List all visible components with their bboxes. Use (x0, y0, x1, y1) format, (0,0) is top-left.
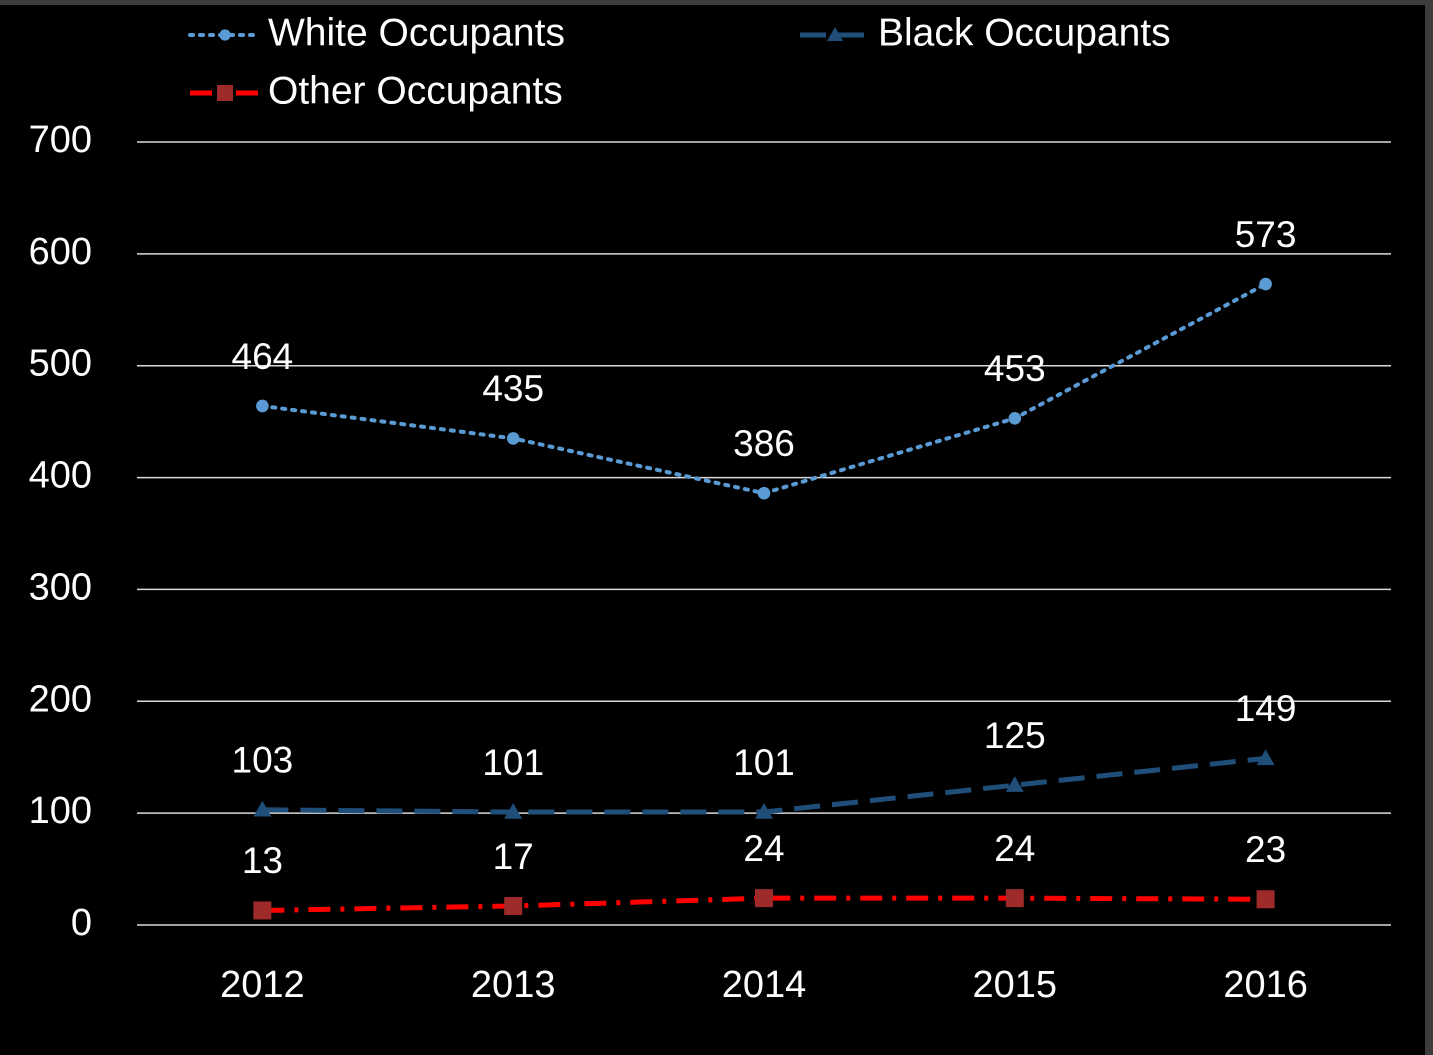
x-tick-label: 2015 (973, 964, 1058, 1006)
legend-label: Other Occupants (268, 69, 563, 112)
data-label: 103 (232, 740, 294, 781)
marker (1008, 411, 1022, 425)
data-label: 13 (242, 840, 283, 881)
y-tick-label: 700 (29, 119, 92, 161)
marker (755, 889, 773, 908)
legend-label: White Occupants (268, 11, 565, 54)
data-label: 101 (482, 742, 544, 783)
marker (1256, 749, 1275, 766)
chart-background (0, 5, 1425, 1055)
legend-marker (217, 85, 233, 101)
marker (253, 901, 272, 920)
marker (757, 486, 771, 500)
y-tick-label: 300 (29, 566, 92, 608)
y-tick-label: 0 (71, 902, 92, 944)
data-label: 101 (733, 742, 795, 783)
data-label: 149 (1235, 688, 1297, 729)
x-tick-label: 2013 (471, 964, 556, 1006)
y-tick-label: 200 (29, 678, 92, 720)
marker (1259, 277, 1272, 291)
y-tick-label: 500 (29, 343, 92, 385)
series-line (262, 895, 1266, 913)
marker (1005, 889, 1024, 908)
data-label: 23 (1245, 829, 1286, 870)
data-label: 17 (493, 836, 534, 877)
data-label: 125 (984, 715, 1046, 756)
x-tick-label: 2016 (1223, 964, 1308, 1006)
data-label: 435 (482, 368, 544, 409)
x-tick-label: 2012 (220, 964, 305, 1006)
legend-marker (827, 27, 843, 41)
marker (1256, 890, 1275, 909)
data-label: 464 (232, 336, 294, 377)
data-label: 24 (743, 828, 784, 869)
y-tick-label: 100 (29, 790, 92, 832)
marker (253, 800, 272, 817)
y-tick-label: 600 (29, 231, 92, 273)
data-label: 386 (733, 423, 795, 464)
legend-label: Black Occupants (878, 11, 1171, 54)
marker (256, 399, 269, 413)
marker (506, 432, 520, 445)
legend-marker (219, 29, 231, 41)
marker (504, 803, 523, 819)
marker (755, 803, 773, 819)
x-tick-label: 2014 (722, 964, 807, 1006)
y-tick-label: 400 (29, 455, 92, 497)
marker (1005, 776, 1024, 792)
data-label: 573 (1235, 214, 1297, 255)
data-label: 453 (984, 348, 1046, 389)
marker (504, 896, 523, 915)
data-label: 24 (994, 828, 1035, 869)
